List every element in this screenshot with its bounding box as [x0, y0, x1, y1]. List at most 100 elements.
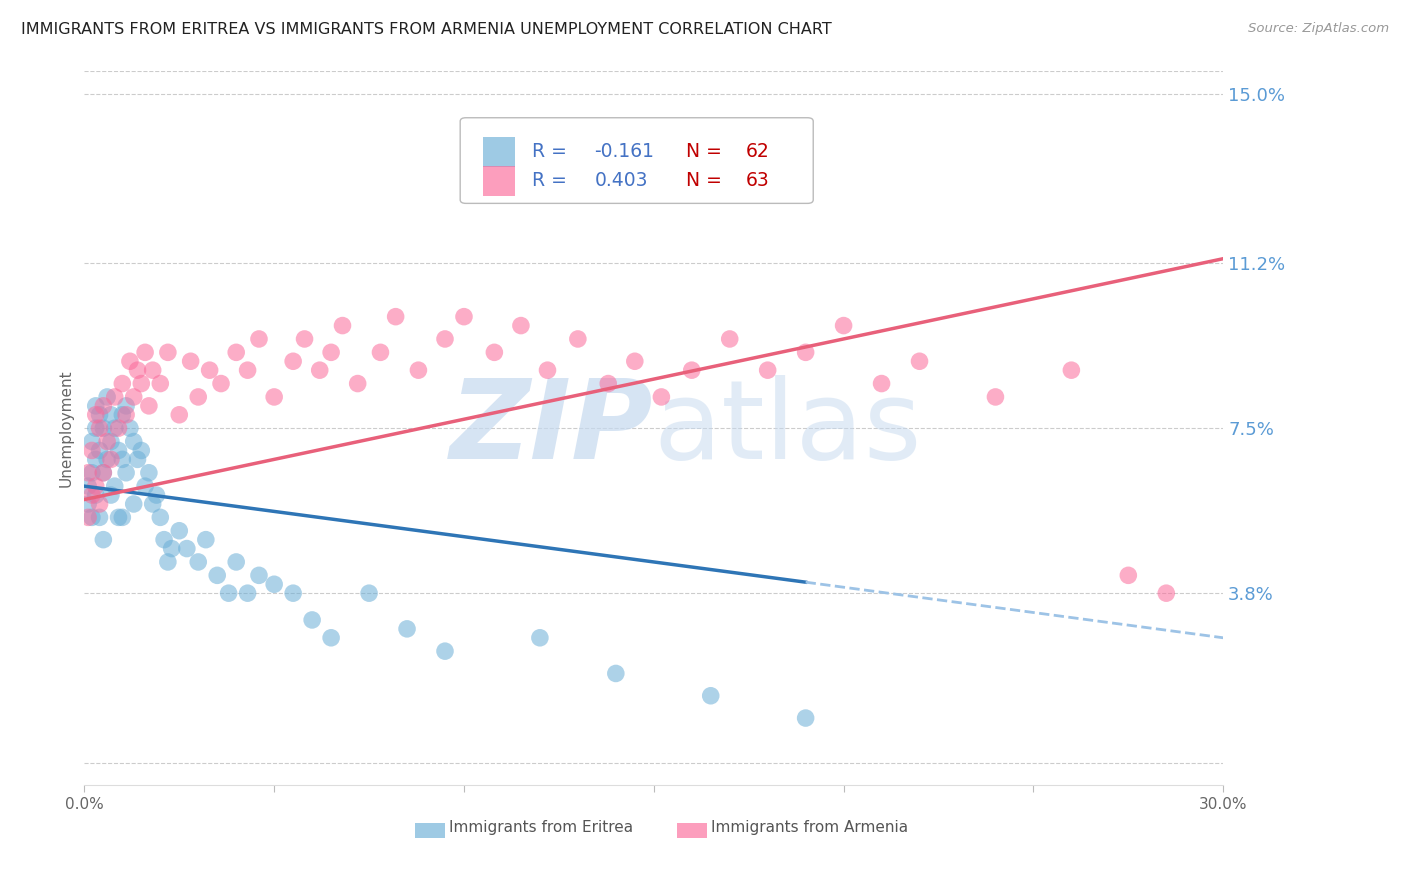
Point [396, 622, 419, 636]
Point [194, 533, 217, 547]
Point [142, 497, 165, 511]
Point [434, 332, 457, 346]
Point [156, 345, 179, 359]
Point [145, 488, 167, 502]
Point [77, 466, 100, 480]
Point [122, 497, 145, 511]
Point [77, 510, 100, 524]
Point [111, 408, 134, 422]
Point [84, 488, 107, 502]
Point [100, 488, 122, 502]
Point [84, 452, 107, 467]
Point [529, 631, 551, 645]
Point [107, 510, 129, 524]
Bar [484, 166, 515, 195]
Point [104, 421, 127, 435]
Point [870, 376, 893, 391]
Point [96, 434, 118, 449]
Point [89, 510, 111, 524]
Point [127, 363, 149, 377]
Point [96, 452, 118, 467]
Point [908, 354, 931, 368]
Point [359, 586, 381, 600]
Point [236, 586, 259, 600]
Point [207, 568, 229, 582]
Point [598, 376, 620, 391]
Point [321, 631, 343, 645]
Point [567, 332, 589, 346]
Point [127, 452, 149, 467]
Point [89, 421, 111, 435]
Point [169, 524, 191, 538]
Text: atlas: atlas [654, 375, 922, 482]
Text: 0.403: 0.403 [595, 171, 648, 190]
Y-axis label: Unemployment: Unemployment [58, 369, 73, 487]
Point [131, 443, 153, 458]
Point [77, 497, 100, 511]
Point [681, 363, 703, 377]
Point [283, 354, 305, 368]
Point [111, 452, 134, 467]
Text: R =: R = [531, 143, 572, 161]
Point [107, 443, 129, 458]
Text: 63: 63 [747, 171, 770, 190]
Point [100, 434, 122, 449]
Bar [484, 137, 515, 167]
Point [209, 376, 232, 391]
Point [84, 399, 107, 413]
Point [138, 399, 160, 413]
Point [536, 363, 558, 377]
Point [218, 586, 240, 600]
Point [96, 390, 118, 404]
Point [1156, 586, 1178, 600]
Point [100, 408, 122, 422]
Point [169, 408, 191, 422]
Point [434, 644, 457, 658]
Point [118, 354, 141, 368]
Text: Immigrants from Armenia: Immigrants from Armenia [711, 820, 908, 835]
Point [198, 363, 221, 377]
Point [225, 345, 247, 359]
Point [308, 363, 330, 377]
Point [650, 390, 672, 404]
Point [624, 354, 647, 368]
Point [100, 452, 122, 467]
Bar [415, 822, 444, 838]
Point [84, 408, 107, 422]
Point [80, 488, 103, 502]
Point [283, 586, 305, 600]
Point [187, 390, 209, 404]
Text: Source: ZipAtlas.com: Source: ZipAtlas.com [1249, 22, 1389, 36]
Point [142, 363, 165, 377]
Point [187, 555, 209, 569]
Point [236, 363, 259, 377]
Point [118, 421, 141, 435]
Point [80, 434, 103, 449]
Point [93, 399, 115, 413]
Point [84, 479, 107, 493]
Point [263, 577, 285, 591]
Point [80, 510, 103, 524]
Point [122, 434, 145, 449]
Text: N =: N = [686, 143, 727, 161]
Point [321, 345, 343, 359]
Bar [676, 822, 707, 838]
Text: 62: 62 [747, 143, 770, 161]
Point [80, 443, 103, 458]
Point [134, 345, 156, 359]
Point [1118, 568, 1140, 582]
Point [89, 408, 111, 422]
FancyBboxPatch shape [460, 118, 813, 203]
Point [453, 310, 475, 324]
Point [93, 466, 115, 480]
Text: Immigrants from Eritrea: Immigrants from Eritrea [449, 820, 633, 835]
Point [718, 332, 741, 346]
Point [89, 443, 111, 458]
Point [176, 541, 198, 556]
Point [346, 376, 368, 391]
Point [93, 421, 115, 435]
Point [115, 399, 138, 413]
Point [156, 555, 179, 569]
Point [111, 376, 134, 391]
Point [77, 479, 100, 493]
